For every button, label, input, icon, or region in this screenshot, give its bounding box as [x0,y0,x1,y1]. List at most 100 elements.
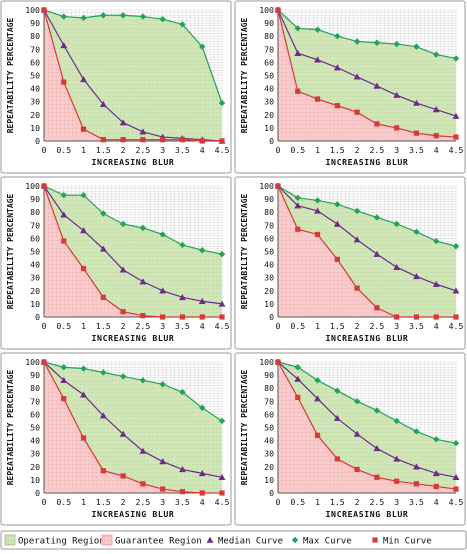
guarantee-region [278,10,456,141]
operating-region [278,10,456,138]
min-curve-point [295,394,301,400]
y-tick-label: 100 [25,5,40,15]
y-tick-label: 20 [30,286,40,296]
y-tick-label: 60 [30,233,40,243]
x-tick-label: 3 [394,145,399,155]
min-curve-point [394,125,400,131]
min-curve-point [199,138,205,144]
min-curve-line [277,361,457,490]
x-tick-label: 4 [434,321,439,331]
x-tick-label: 0.5 [56,497,71,507]
x-tick-label: 1 [315,497,320,507]
x-tick-label: 1.5 [96,145,111,155]
min-curve-point [314,96,321,102]
max-curve-point [100,210,107,217]
y-tick-label: 30 [30,449,40,459]
min-curve-point [199,314,205,320]
x-tick-label: 1 [315,321,320,331]
y-tick-label: 50 [30,247,40,257]
median-curve-point [60,41,68,49]
y-tick-label: 10 [30,299,40,309]
min-curve-point [413,481,420,487]
x-tick-label: 1.5 [96,321,111,331]
y-tick-label: 80 [30,31,40,41]
max-curve-point [100,369,107,376]
min-curve-point [179,137,186,143]
operating-region [278,186,456,317]
y-tick-label: 70 [264,220,274,230]
min-curve-point [374,121,380,127]
min-curve-point [140,481,146,487]
x-tick-label: 0.5 [56,321,71,331]
y-axis-label: REPEATABILITY PERCENTAGE [6,194,15,310]
x-axis-label: INCREASING BLUR [92,333,175,343]
y-tick-label: 20 [30,110,40,120]
median-curve-point [99,245,107,252]
min-curve-point [120,473,126,479]
min-curve-point [433,483,439,490]
min-curve-point [41,359,47,365]
x-tick-label: 3 [160,145,165,155]
x-tick-label: 4.5 [215,321,230,331]
min-curve-point [219,314,225,320]
min-curve-line [43,9,222,142]
y-axis-label: REPEATABILITY PERCENTAGE [240,194,249,310]
min-curve-point [314,231,321,238]
min-curve-point [334,256,340,262]
y-axis-label: REPEATABILITY PERCENTAGE [6,370,15,486]
y-tick-label: 90 [264,194,274,204]
median-curve-point [413,99,420,106]
x-tick-label: 4.5 [449,321,464,331]
x-tick-label: 1 [315,145,320,155]
max-curve-point [334,33,341,40]
min-curve-point [275,7,281,13]
min-curve-point [275,359,281,365]
median-curve-point [452,287,460,294]
min-curve-line [43,361,222,494]
median-curve-point [139,278,147,285]
median-curve-point [333,414,341,422]
max-curve-line [43,185,223,255]
median-curve-point [294,202,302,209]
x-tick-label: 4.5 [215,145,230,155]
x-tick-label: 0.5 [56,145,71,155]
y-tick-label: 10 [264,299,274,309]
x-tick-label: 4 [200,145,205,155]
median-curve-point [373,445,381,452]
median-curve-point [333,220,341,227]
y-tick-label: 70 [264,396,274,406]
x-tick-label: 1.5 [330,497,345,507]
y-tick-label: 0 [269,488,274,498]
x-axis-label: INCREASING BLUR [326,509,409,519]
x-tick-label: 1.5 [330,321,345,331]
x-tick-label: 1.5 [330,145,345,155]
guarantee-region [278,186,456,317]
max-curve-point [100,12,107,19]
x-tick-label: 3.5 [175,497,190,507]
max-curve-line [277,9,457,60]
x-tick-label: 2.5 [135,321,150,331]
legend-label: Guarantee Region [115,537,202,547]
x-tick-label: 3.5 [409,145,424,155]
max-curve-point [334,201,341,208]
median-curve-point [99,412,107,419]
y-axis-label: REPEATABILITY PERCENTAGE [6,18,15,134]
min-curve-point [160,486,166,492]
median-curve-point [139,447,147,454]
max-curve-point [179,241,186,249]
max-curve-point [60,191,67,199]
y-tick-label: 30 [30,97,40,107]
min-curve-point [394,314,400,320]
min-curve-point [160,137,166,143]
max-curve-point [159,15,166,23]
min-curve-point [140,137,146,143]
min-curve-point [295,88,301,94]
median-curve-point [413,272,420,280]
min-curve-point [61,238,67,244]
median-curve-line [43,361,223,478]
x-tick-label: 2 [355,497,360,507]
y-tick-label: 40 [264,84,274,94]
median-curve-point [119,266,127,273]
y-tick-label: 90 [264,370,274,380]
